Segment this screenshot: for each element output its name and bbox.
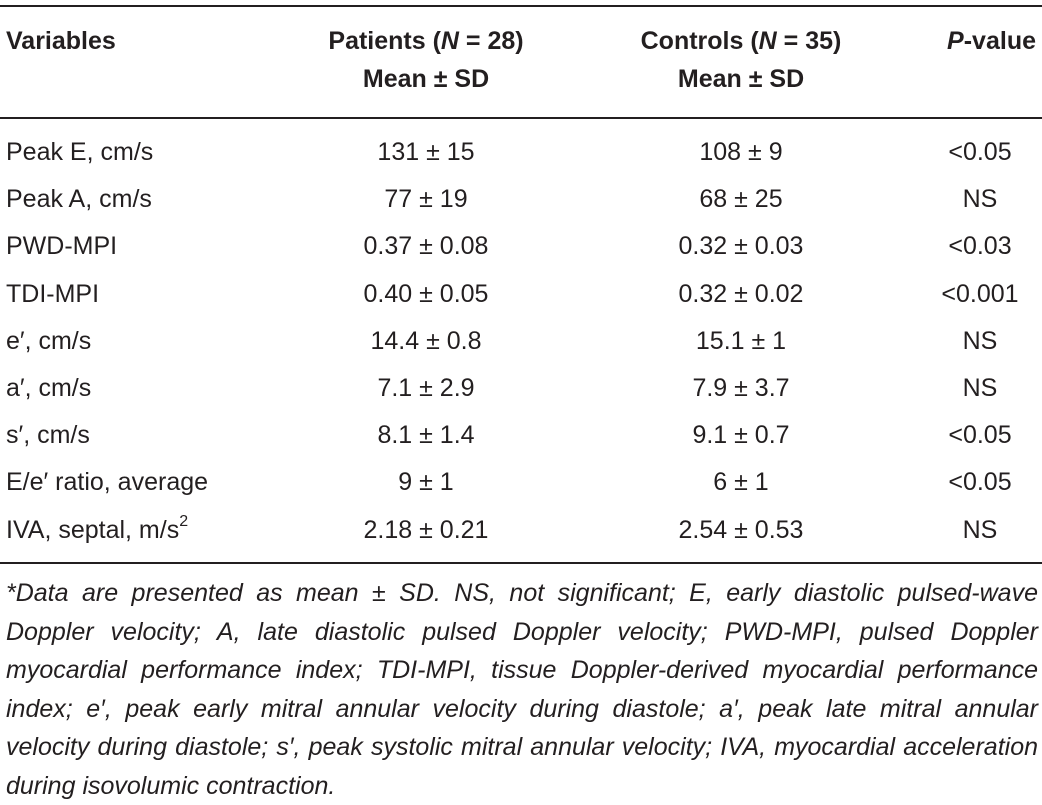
cell-variable: IVA, septal, m/s2 [6,513,189,544]
table-row: a′, cm/s 7.1 ± 2.9 7.9 ± 3.7 NS [0,365,1042,412]
unit-superscript: 2 [179,513,189,531]
header-controls: Controls (N = 35) Mean ± SD [566,22,916,98]
table-row: Peak E, cm/s 131 ± 15 108 ± 9 <0.05 [0,129,1042,176]
header-patients-stat: Mean ± SD [362,65,490,93]
cell-variable: E/e′ ratio, average [6,468,209,497]
table-row: TDI-MPI 0.40 ± 0.05 0.32 ± 0.02 <0.001 [0,271,1042,318]
cell-controls: 6 ± 1 [713,468,769,497]
cell-variable: Peak A, cm/s [6,185,152,214]
cell-p-value: <0.05 [948,138,1012,166]
table-row: E/e′ ratio, average 9 ± 1 6 ± 1 <0.05 [0,459,1042,506]
cell-variable: a′, cm/s [6,374,92,402]
header-patients-group: Patients (N = 28) [328,27,524,55]
header-rule [0,117,1042,119]
header-p-value: P-value [947,27,1036,55]
cell-controls: 2.54 ± 0.53 [678,515,804,544]
table-row: IVA, septal, m/s2 2.18 ± 0.21 2.54 ± 0.53 N… [0,507,1042,554]
cell-p-value: <0.05 [948,421,1012,450]
cell-patients: 8.1 ± 1.4 [377,421,475,450]
cell-variable: s′, cm/s [6,421,90,450]
cell-variable: e′, cm/s [6,326,92,355]
bottom-rule [0,562,1042,564]
cell-controls: 108 ± 9 [699,138,783,166]
table-row: e′, cm/s 14.4 ± 0.8 15.1 ± 1 NS [0,318,1042,365]
header-controls-group: Controls (N = 35) [640,27,842,55]
cell-variable: PWD-MPI [6,232,118,261]
table-row: s′, cm/s 8.1 ± 1.4 9.1 ± 0.7 <0.05 [0,412,1042,459]
cell-patients: 131 ± 15 [377,138,475,166]
cell-controls: 0.32 ± 0.02 [678,279,804,308]
cell-patients: 7.1 ± 2.9 [377,374,475,402]
cell-patients: 77 ± 19 [384,185,468,214]
cell-p-value: NS [962,185,998,214]
cell-variable: Peak E, cm/s [6,138,154,166]
cell-controls: 9.1 ± 0.7 [692,421,790,450]
top-rule [0,5,1042,7]
table-footnote: *Data are presented as mean ± SD. NS, no… [6,579,1038,800]
cell-p-value: <0.03 [948,232,1012,261]
header-variables: Variables [6,27,116,55]
cell-p-value: NS [962,374,998,402]
header-controls-stat: Mean ± SD [677,65,805,93]
cell-controls: 7.9 ± 3.7 [692,374,790,402]
cell-controls: 68 ± 25 [699,185,783,214]
cell-patients: 0.37 ± 0.08 [363,232,489,261]
cell-p-value: NS [962,326,998,355]
cell-patients: 2.18 ± 0.21 [363,515,489,544]
cell-patients: 0.40 ± 0.05 [363,279,489,308]
table-row: PWD-MPI 0.37 ± 0.08 0.32 ± 0.03 <0.03 [0,223,1042,270]
cell-p-value: <0.001 [941,279,1019,308]
cell-variable: TDI-MPI [6,279,100,308]
header-patients: Patients (N = 28) Mean ± SD [250,22,602,98]
table-row: Peak A, cm/s 77 ± 19 68 ± 25 NS [0,176,1042,223]
cell-patients: 14.4 ± 0.8 [370,326,482,355]
cell-p-value: <0.05 [948,468,1012,497]
cell-controls: 15.1 ± 1 [695,326,787,355]
cell-controls: 0.32 ± 0.03 [678,232,804,261]
cell-patients: 9 ± 1 [398,468,454,497]
cell-p-value: NS [962,515,998,544]
